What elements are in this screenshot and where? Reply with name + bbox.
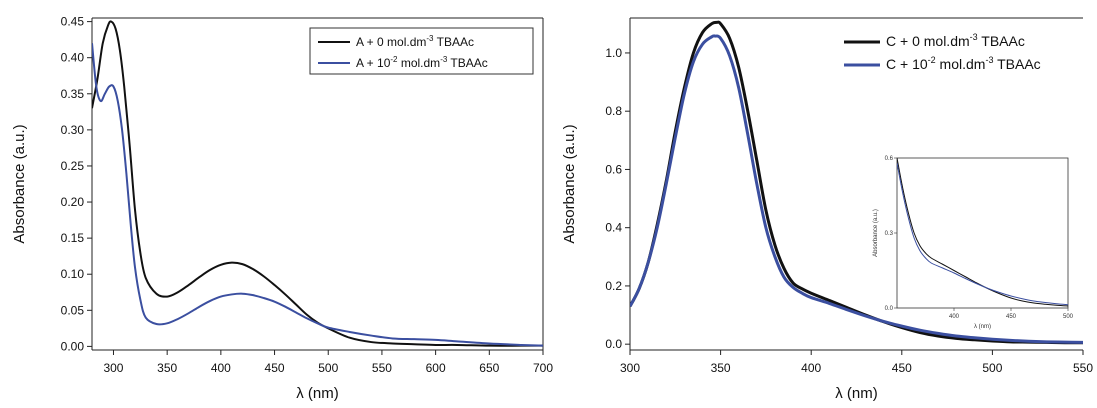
y-axis-label: Absorbance (a.u.)	[561, 124, 578, 243]
legend-label-1: A + 0 mol.dm-3 TBAAc	[356, 34, 474, 49]
inset-x-axis-label: λ (nm)	[974, 324, 991, 330]
y-tick-label: 0.00	[61, 339, 85, 353]
x-tick-label: 400	[211, 361, 231, 375]
y-tick-label: 0.45	[61, 15, 85, 29]
x-tick-label: 600	[426, 361, 446, 375]
inset-series-line-2	[897, 162, 1068, 306]
x-tick-label: 300	[103, 361, 123, 375]
y-tick-label: 0.05	[61, 303, 85, 317]
x-tick-label: 350	[157, 361, 177, 375]
y-tick-label: 1.0	[605, 46, 622, 60]
y-axis-label: Absorbance (a.u.)	[11, 124, 28, 243]
y-tick-label: 0.10	[61, 267, 85, 281]
inset-series-line-1	[897, 158, 1068, 307]
y-tick-label: 0.40	[61, 51, 85, 65]
x-tick-label: 500	[982, 361, 1002, 375]
x-tick-label: 550	[1073, 361, 1093, 375]
y-tick-label: 0.35	[61, 87, 85, 101]
series-line-2	[92, 43, 543, 347]
x-tick-label: 500	[318, 361, 338, 375]
inset-x-tick-label: 450	[1006, 314, 1017, 320]
y-tick-label: 0.0	[605, 337, 622, 351]
inset-x-tick-label: 400	[949, 314, 960, 320]
x-axis-label: λ (nm)	[296, 385, 339, 402]
inset-y-tick-label: 0.3	[885, 231, 894, 237]
x-tick-label: 300	[620, 361, 640, 375]
inset-frame	[896, 157, 1069, 309]
y-tick-label: 0.25	[61, 159, 85, 173]
y-tick-label: 0.6	[605, 162, 622, 176]
series-line-2	[630, 34, 1083, 344]
inset-y-tick-label: 0.6	[885, 156, 894, 162]
inset-chart: 400 450 500 0.0 0.3 0.6 λ (nm) Absorbance (a.u.…	[873, 156, 1074, 330]
x-tick-label: 400	[801, 361, 821, 375]
y-tick-label: 0.20	[61, 195, 85, 209]
x-axis-label: λ (nm)	[835, 385, 878, 402]
panel-right: 300 350 400 450 500 550 0.0 0.2 0.4 0.6 0.8 1.0 λ (n…	[561, 17, 1093, 402]
x-tick-label: 700	[533, 361, 553, 375]
legend-label-2: A + 10-2 mol.dm-3 TBAAc	[356, 55, 488, 70]
y-tick-label: 0.30	[61, 123, 85, 137]
y-tick-label: 0.4	[605, 221, 622, 235]
panel-left: 300 350 400 450 500 550 600 650 700 0.00 0.05 0.10 0…	[11, 15, 553, 402]
series-line-1	[92, 20, 543, 347]
y-tick-label: 0.15	[61, 231, 85, 245]
legend-label-2: C + 10-2 mol.dm-3 TBAAc	[886, 55, 1041, 72]
x-tick-label: 450	[892, 361, 912, 375]
inset-y-axis-label: Absorbance (a.u.)	[873, 209, 879, 257]
inset-x-tick-label: 500	[1063, 314, 1074, 320]
x-tick-label: 550	[372, 361, 392, 375]
x-tick-label: 650	[479, 361, 499, 375]
x-tick-label: 350	[711, 361, 731, 375]
inset-y-tick-label: 0.0	[885, 306, 894, 312]
legend-box	[309, 27, 534, 75]
y-tick-label: 0.8	[605, 104, 622, 118]
legend-label-1: C + 0 mol.dm-3 TBAAc	[886, 32, 1025, 49]
legend-box	[836, 28, 1076, 80]
x-tick-label: 450	[265, 361, 285, 375]
y-tick-label: 0.2	[605, 279, 622, 293]
